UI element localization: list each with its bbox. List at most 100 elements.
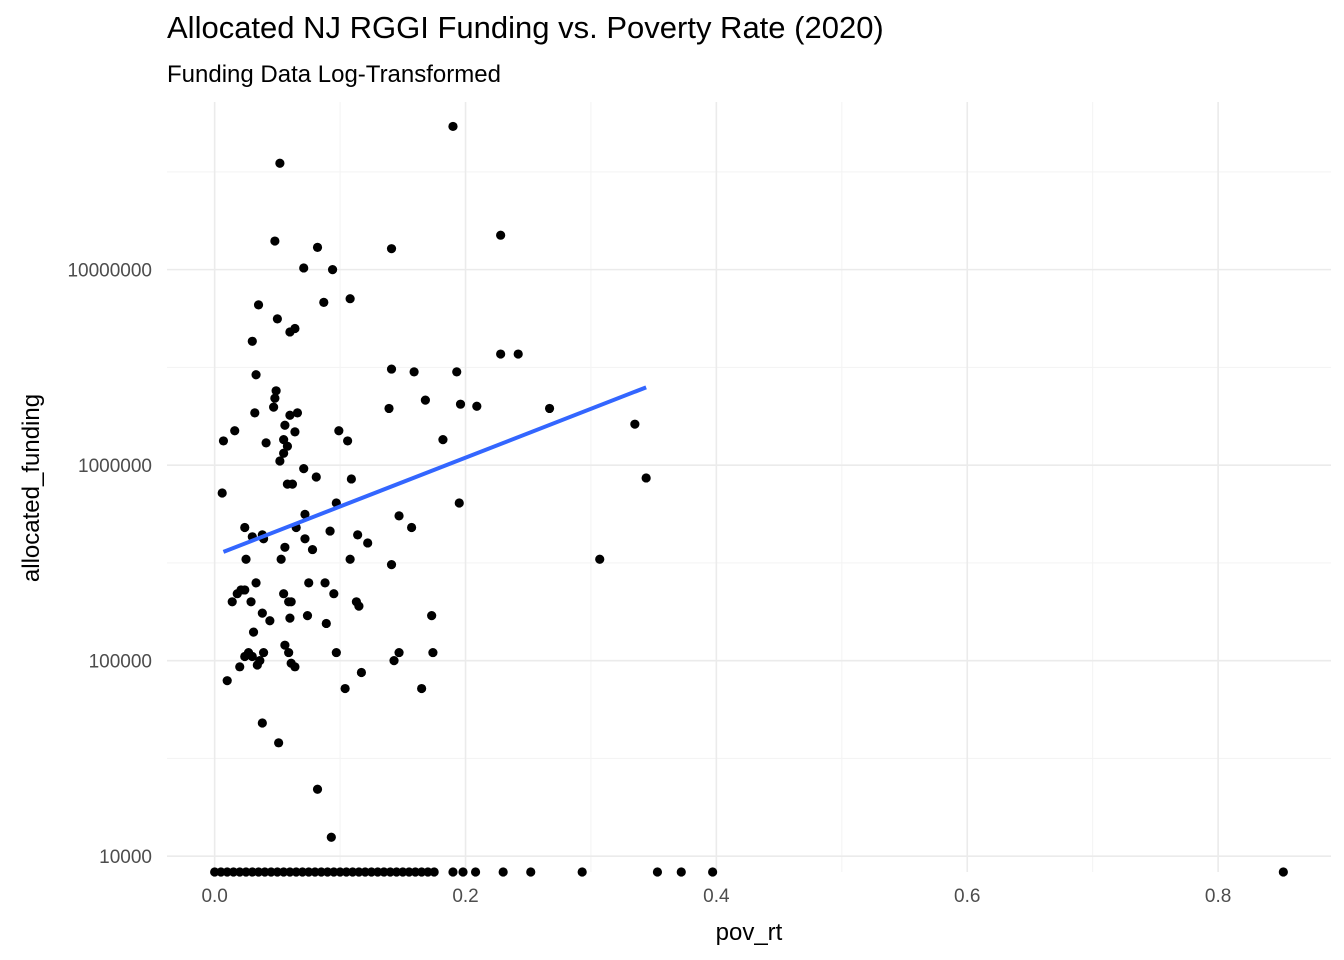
data-point xyxy=(304,578,314,588)
data-point xyxy=(427,611,437,621)
data-point xyxy=(275,158,285,168)
data-point xyxy=(272,314,282,324)
data-point xyxy=(222,676,232,686)
y-tick-label: 10000 xyxy=(99,847,152,868)
data-point xyxy=(356,667,367,678)
data-point xyxy=(448,121,458,132)
data-point xyxy=(472,401,482,411)
data-point xyxy=(257,608,267,618)
data-point xyxy=(708,867,718,877)
data-point xyxy=(340,683,350,694)
data-point xyxy=(251,578,261,588)
data-point xyxy=(386,244,397,254)
data-point xyxy=(312,242,323,252)
data-point xyxy=(247,651,257,662)
data-point xyxy=(299,464,309,474)
data-point xyxy=(241,554,251,564)
data-point xyxy=(470,867,481,877)
data-point xyxy=(386,559,397,570)
trend-line-group xyxy=(222,385,647,554)
data-point xyxy=(302,611,313,621)
data-point xyxy=(287,479,298,489)
data-point xyxy=(227,597,237,607)
data-point xyxy=(544,403,555,414)
data-point xyxy=(327,265,338,275)
data-point xyxy=(334,426,344,436)
data-point xyxy=(577,867,587,877)
y-tick-label: 10000000 xyxy=(67,261,152,282)
data-point xyxy=(299,263,309,273)
data-point xyxy=(641,473,651,483)
data-point xyxy=(429,867,439,877)
data-point xyxy=(454,498,464,508)
data-point xyxy=(292,408,303,418)
x-tick-label: 0.0 xyxy=(201,886,227,907)
trend-line xyxy=(222,385,647,554)
y-axis-tick-labels: 10000 100000 1000000 10000000 xyxy=(67,261,152,869)
x-tick-label: 0.4 xyxy=(703,886,730,907)
x-tick-label: 0.2 xyxy=(452,886,478,907)
data-point xyxy=(235,662,245,672)
data-point xyxy=(275,456,285,466)
data-point xyxy=(452,367,462,377)
x-tick-label: 0.8 xyxy=(1205,886,1231,907)
data-point xyxy=(251,370,261,380)
data-point xyxy=(285,327,295,337)
data-point xyxy=(240,585,250,595)
data-point xyxy=(271,386,281,396)
data-point xyxy=(345,294,355,304)
y-tick-label: 100000 xyxy=(89,652,152,673)
data-point xyxy=(630,419,640,429)
data-point xyxy=(280,542,290,552)
data-point xyxy=(448,867,458,877)
minor-gridlines xyxy=(167,102,1331,872)
data-point xyxy=(307,544,318,555)
data-point xyxy=(319,297,329,307)
data-point xyxy=(258,647,269,658)
x-axis-tick-labels: 0.0 0.2 0.4 0.6 0.8 xyxy=(201,886,1231,907)
data-point xyxy=(253,300,264,310)
data-point xyxy=(246,597,256,607)
data-point xyxy=(329,589,339,599)
data-point xyxy=(218,436,229,446)
data-point xyxy=(325,526,335,536)
data-point xyxy=(526,867,536,877)
data-point xyxy=(270,236,280,246)
data-point xyxy=(286,597,296,607)
x-tick-label: 0.6 xyxy=(954,886,980,907)
data-point xyxy=(265,616,275,626)
data-point xyxy=(326,832,336,842)
data-point xyxy=(269,402,279,412)
data-point xyxy=(455,399,466,409)
data-point xyxy=(312,784,323,794)
x-axis-title: pov_rt xyxy=(716,919,783,946)
y-tick-label: 1000000 xyxy=(78,456,152,477)
data-point xyxy=(232,589,242,599)
data-point xyxy=(438,435,448,445)
data-point xyxy=(409,367,419,377)
data-point xyxy=(417,683,427,694)
data-point xyxy=(290,427,300,437)
data-point xyxy=(394,511,404,521)
y-axis-title: allocated_funding xyxy=(18,394,45,582)
data-point xyxy=(285,410,295,420)
data-point xyxy=(595,554,605,564)
data-point xyxy=(458,867,468,877)
data-point xyxy=(280,420,290,430)
data-points xyxy=(210,121,1288,877)
data-point xyxy=(428,647,438,658)
data-point xyxy=(345,554,355,564)
data-point xyxy=(270,393,280,403)
data-point xyxy=(386,364,397,374)
chart-title: Allocated NJ RGGI Funding vs. Poverty Ra… xyxy=(167,10,884,45)
chart-subtitle: Funding Data Log-Transformed xyxy=(167,61,501,88)
data-point xyxy=(250,408,260,418)
data-point xyxy=(652,867,663,877)
data-point xyxy=(247,336,257,346)
data-point xyxy=(498,867,508,877)
data-point xyxy=(280,640,290,650)
data-point xyxy=(331,647,341,658)
data-point xyxy=(261,438,271,448)
data-point xyxy=(343,436,353,446)
